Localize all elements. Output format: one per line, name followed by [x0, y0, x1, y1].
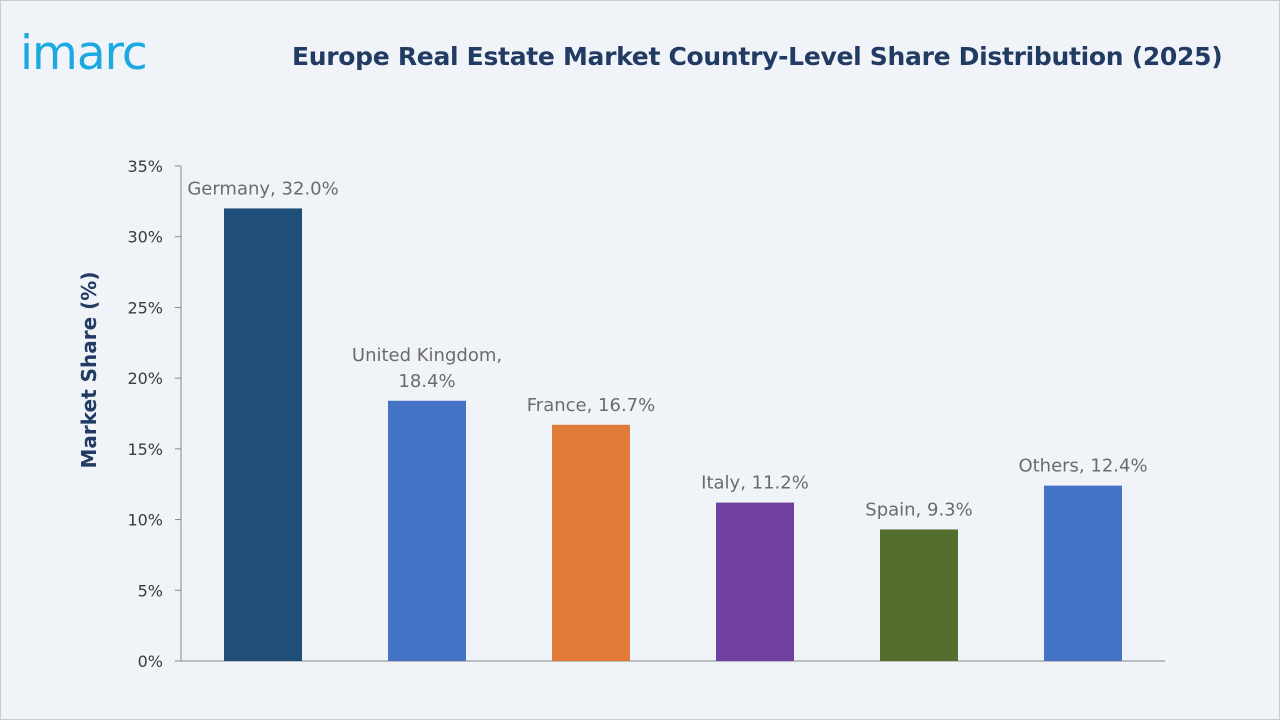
y-tick-label: 35%	[127, 157, 163, 176]
data-label: United Kingdom,	[352, 345, 502, 366]
data-label: Italy, 11.2%	[701, 473, 809, 494]
bar-germany	[224, 208, 302, 661]
y-tick-label: 30%	[127, 228, 163, 247]
y-axis-label: Market Share (%)	[77, 272, 101, 469]
bar-others	[1044, 485, 1122, 661]
data-label: Germany, 32.0%	[187, 178, 338, 199]
data-label: Others, 12.4%	[1018, 456, 1147, 477]
y-tick-label: 25%	[127, 298, 163, 317]
data-label: Spain, 9.3%	[865, 499, 972, 520]
bar-spain	[880, 529, 958, 661]
chart-title: Europe Real Estate Market Country-Level …	[292, 42, 1223, 71]
y-tick-label: 15%	[127, 440, 163, 459]
data-label: 18.4%	[398, 371, 455, 392]
imarc-logo: imarc	[20, 26, 148, 81]
bar-france	[552, 424, 630, 661]
bar-united-kingdom	[388, 400, 466, 661]
y-tick-label: 10%	[127, 511, 163, 530]
y-tick-label: 20%	[127, 369, 163, 388]
data-label: France, 16.7%	[527, 395, 655, 416]
bar-italy	[716, 502, 794, 661]
y-tick-label: 5%	[138, 581, 163, 600]
y-tick-label: 0%	[138, 652, 163, 671]
